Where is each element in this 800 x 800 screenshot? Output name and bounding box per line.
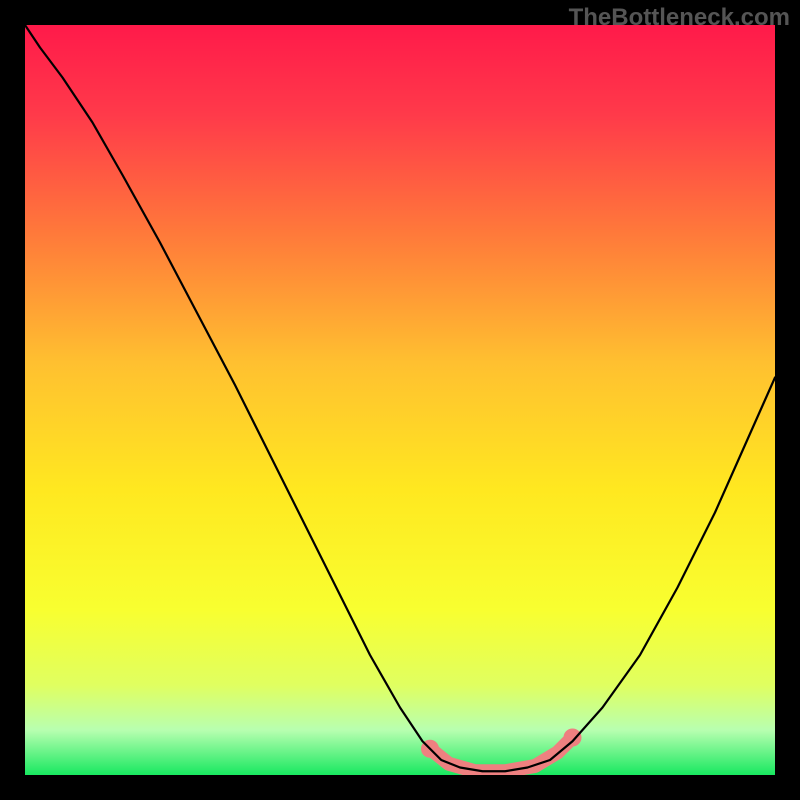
bottleneck-chart <box>25 25 775 775</box>
chart-plot-area <box>25 25 775 775</box>
chart-background <box>25 25 775 775</box>
highlight-endpoint <box>564 729 582 747</box>
